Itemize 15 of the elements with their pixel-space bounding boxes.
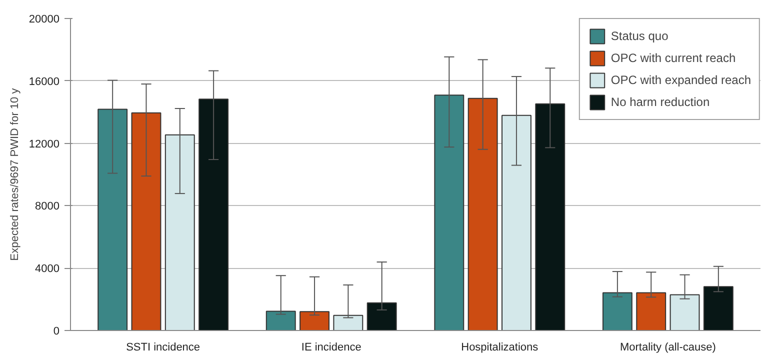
x-tick-label: IE incidence (301, 342, 362, 354)
x-tick-label: SSTI incidence (126, 342, 200, 354)
x-tick-label: Hospitalizations (461, 342, 539, 354)
legend-label: OPC with current reach (610, 51, 736, 65)
y-tick-label: 16000 (28, 76, 60, 88)
y-tick-label: 0 (53, 326, 60, 338)
y-axis-title: Expected rates/9697 PWID for 10 y (8, 88, 21, 261)
y-tick-label: 8000 (35, 200, 60, 213)
y-tick-label: 12000 (28, 138, 60, 150)
y-tick-label: 20000 (28, 14, 60, 26)
legend-label: Status quo (610, 29, 668, 43)
x-tick-label: Mortality (all-cause) (620, 342, 716, 354)
y-tick-label: 4000 (35, 263, 60, 276)
legend-label: OPC with expanded reach (610, 73, 751, 87)
legend-label: No harm reduction (610, 95, 710, 109)
